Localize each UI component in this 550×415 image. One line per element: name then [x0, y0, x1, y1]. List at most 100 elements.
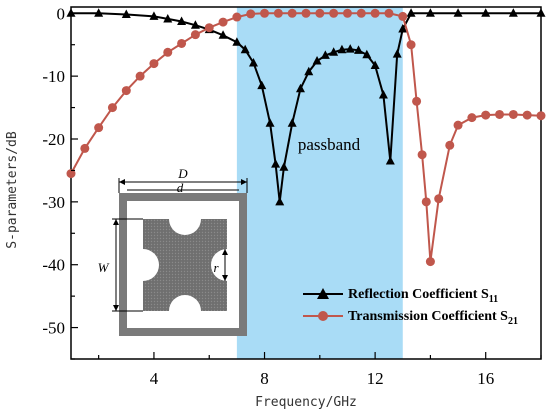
data-point — [66, 8, 76, 17]
data-point — [190, 30, 200, 40]
data-point — [354, 45, 364, 54]
data-point — [149, 11, 159, 20]
data-point — [190, 20, 200, 29]
y-axis-title: S-parameters/dB — [5, 131, 20, 249]
data-point — [337, 44, 347, 54]
x-tick-label: 4 — [150, 369, 159, 388]
series-transmission — [66, 8, 546, 267]
data-point — [94, 123, 104, 133]
x-tick-label: 12 — [367, 369, 384, 388]
data-point — [275, 196, 285, 206]
data-point — [218, 30, 228, 39]
data-point — [121, 86, 131, 96]
unit-cell-inset: D d W r — [98, 166, 248, 336]
svg-text:Reflection Coefficient S11: Reflection Coefficient S11 — [348, 287, 498, 305]
legend-circle-marker — [318, 311, 328, 321]
data-point — [356, 8, 366, 18]
y-tick-label: -40 — [42, 256, 65, 275]
legend-sub-reflection: 11 — [489, 294, 498, 305]
data-point — [135, 71, 145, 81]
data-point — [265, 118, 275, 127]
patch — [143, 219, 227, 311]
data-point — [453, 120, 463, 130]
data-point — [232, 12, 242, 22]
data-point — [177, 38, 187, 48]
svg-text:Transmission Coefficient S21: Transmission Coefficient S21 — [348, 309, 518, 327]
data-point — [536, 8, 546, 17]
data-point — [271, 159, 281, 168]
legend-sub-transmission: 21 — [508, 316, 518, 327]
data-point — [392, 49, 402, 58]
data-point — [434, 194, 444, 204]
data-point — [345, 44, 355, 53]
data-point — [287, 8, 297, 18]
data-point — [453, 8, 463, 17]
data-point — [204, 23, 214, 33]
data-point — [370, 60, 380, 69]
data-point — [385, 156, 395, 165]
plot-frame — [70, 6, 542, 360]
plot-border — [70, 6, 542, 360]
data-point — [232, 37, 242, 46]
inset-label-D: D — [177, 166, 188, 181]
data-point — [295, 83, 305, 93]
data-point — [149, 59, 159, 69]
data-point — [279, 162, 289, 171]
x-tick-label: 8 — [260, 369, 269, 388]
data-point — [240, 44, 250, 54]
x-axis-title: Frequency/GHz — [255, 395, 357, 410]
data-point — [248, 57, 258, 67]
data-point — [362, 49, 372, 59]
data-point — [315, 8, 325, 18]
data-point — [329, 47, 339, 56]
series-layer — [66, 8, 546, 267]
legend-triangle-marker — [317, 288, 329, 299]
data-point — [80, 143, 90, 153]
data-point — [246, 9, 256, 19]
data-point — [163, 13, 173, 23]
data-point — [481, 8, 491, 17]
data-point — [257, 80, 267, 90]
data-point — [301, 8, 311, 18]
data-point — [287, 118, 297, 127]
data-point — [536, 111, 546, 121]
data-point — [398, 11, 408, 21]
data-point — [445, 140, 455, 150]
data-point — [260, 8, 270, 18]
y-axis: 0 -10 -20 -30 -40 -50 — [42, 4, 78, 360]
data-point — [312, 56, 322, 65]
data-point — [320, 50, 330, 59]
inset-label-d: d — [177, 180, 184, 195]
data-point — [522, 110, 532, 120]
data-point — [94, 8, 104, 17]
x-axis: 4 8 12 16 — [98, 352, 542, 388]
data-point — [342, 8, 352, 18]
data-point — [177, 16, 187, 25]
data-point — [406, 40, 416, 50]
data-point — [495, 109, 505, 119]
data-point — [66, 169, 76, 179]
y-tick-label: -50 — [42, 319, 65, 338]
data-point — [425, 257, 435, 267]
data-point — [425, 8, 435, 17]
data-point — [417, 150, 427, 160]
data-point — [406, 8, 416, 17]
data-point — [329, 8, 339, 18]
data-point — [163, 47, 173, 57]
y-tick-label: -30 — [42, 193, 65, 212]
data-point — [398, 24, 408, 33]
legend-label-reflection: Reflection Coefficient S — [348, 287, 489, 302]
data-point — [304, 66, 314, 76]
data-point — [370, 8, 380, 18]
data-point — [121, 9, 131, 19]
data-point — [218, 17, 228, 27]
legend-item-reflection: Reflection Coefficient S11 — [303, 287, 498, 305]
legend-item-transmission: Transmission Coefficient S21 — [303, 309, 518, 327]
legend-label-transmission: Transmission Coefficient S — [348, 309, 508, 324]
data-point — [384, 8, 394, 18]
data-point — [273, 8, 283, 18]
y-tick-label: -20 — [42, 130, 65, 149]
data-point — [467, 113, 477, 123]
data-point — [412, 96, 422, 106]
